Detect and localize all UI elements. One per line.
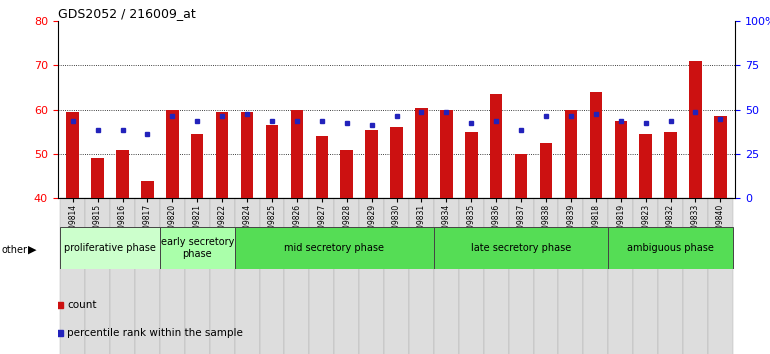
Text: late secretory phase: late secretory phase	[471, 243, 571, 253]
FancyBboxPatch shape	[160, 198, 185, 354]
Text: GDS2052 / 216009_at: GDS2052 / 216009_at	[58, 7, 196, 20]
Bar	[340, 149, 353, 198]
Bar	[440, 110, 453, 198]
Bar	[216, 112, 229, 198]
Bar	[166, 110, 179, 198]
Bar	[141, 181, 154, 198]
Bar	[191, 134, 203, 198]
FancyBboxPatch shape	[85, 198, 110, 354]
FancyBboxPatch shape	[60, 198, 85, 354]
Bar	[490, 94, 502, 198]
Text: mid secretory phase: mid secretory phase	[284, 243, 384, 253]
Text: other: other	[2, 245, 28, 255]
Bar	[366, 130, 378, 198]
Bar	[116, 149, 129, 198]
FancyBboxPatch shape	[683, 198, 708, 354]
FancyBboxPatch shape	[608, 198, 633, 354]
Bar	[290, 110, 303, 198]
Text: ambiguous phase: ambiguous phase	[627, 243, 714, 253]
FancyBboxPatch shape	[484, 198, 509, 354]
FancyBboxPatch shape	[235, 227, 434, 269]
FancyBboxPatch shape	[434, 227, 608, 269]
FancyBboxPatch shape	[534, 198, 558, 354]
FancyBboxPatch shape	[608, 227, 733, 269]
Bar	[540, 143, 552, 198]
Bar	[614, 121, 627, 198]
FancyBboxPatch shape	[209, 198, 235, 354]
Text: early secretory
phase: early secretory phase	[161, 237, 234, 259]
FancyBboxPatch shape	[185, 198, 209, 354]
FancyBboxPatch shape	[409, 198, 434, 354]
FancyBboxPatch shape	[633, 198, 658, 354]
Bar	[266, 125, 278, 198]
Text: percentile rank within the sample: percentile rank within the sample	[67, 327, 243, 338]
Bar	[415, 108, 427, 198]
Text: proliferative phase: proliferative phase	[64, 243, 156, 253]
Bar	[515, 154, 527, 198]
FancyBboxPatch shape	[434, 198, 459, 354]
Bar	[66, 112, 79, 198]
FancyBboxPatch shape	[310, 198, 334, 354]
FancyBboxPatch shape	[658, 198, 683, 354]
Bar	[92, 159, 104, 198]
Bar	[241, 112, 253, 198]
Bar	[316, 136, 328, 198]
Bar	[665, 132, 677, 198]
FancyBboxPatch shape	[584, 198, 608, 354]
FancyBboxPatch shape	[284, 198, 310, 354]
FancyBboxPatch shape	[135, 198, 160, 354]
FancyBboxPatch shape	[60, 227, 160, 269]
FancyBboxPatch shape	[259, 198, 284, 354]
FancyBboxPatch shape	[384, 198, 409, 354]
FancyBboxPatch shape	[708, 198, 733, 354]
FancyBboxPatch shape	[459, 198, 484, 354]
Bar	[590, 92, 602, 198]
Bar	[465, 132, 477, 198]
FancyBboxPatch shape	[160, 227, 235, 269]
Bar	[564, 110, 578, 198]
Bar	[689, 61, 701, 198]
FancyBboxPatch shape	[235, 198, 259, 354]
FancyBboxPatch shape	[558, 198, 584, 354]
FancyBboxPatch shape	[359, 198, 384, 354]
Bar	[639, 134, 652, 198]
Bar	[715, 116, 727, 198]
FancyBboxPatch shape	[509, 198, 534, 354]
Bar	[390, 127, 403, 198]
Text: ▶: ▶	[28, 245, 36, 255]
FancyBboxPatch shape	[334, 198, 359, 354]
FancyBboxPatch shape	[110, 198, 135, 354]
Text: count: count	[67, 299, 97, 310]
